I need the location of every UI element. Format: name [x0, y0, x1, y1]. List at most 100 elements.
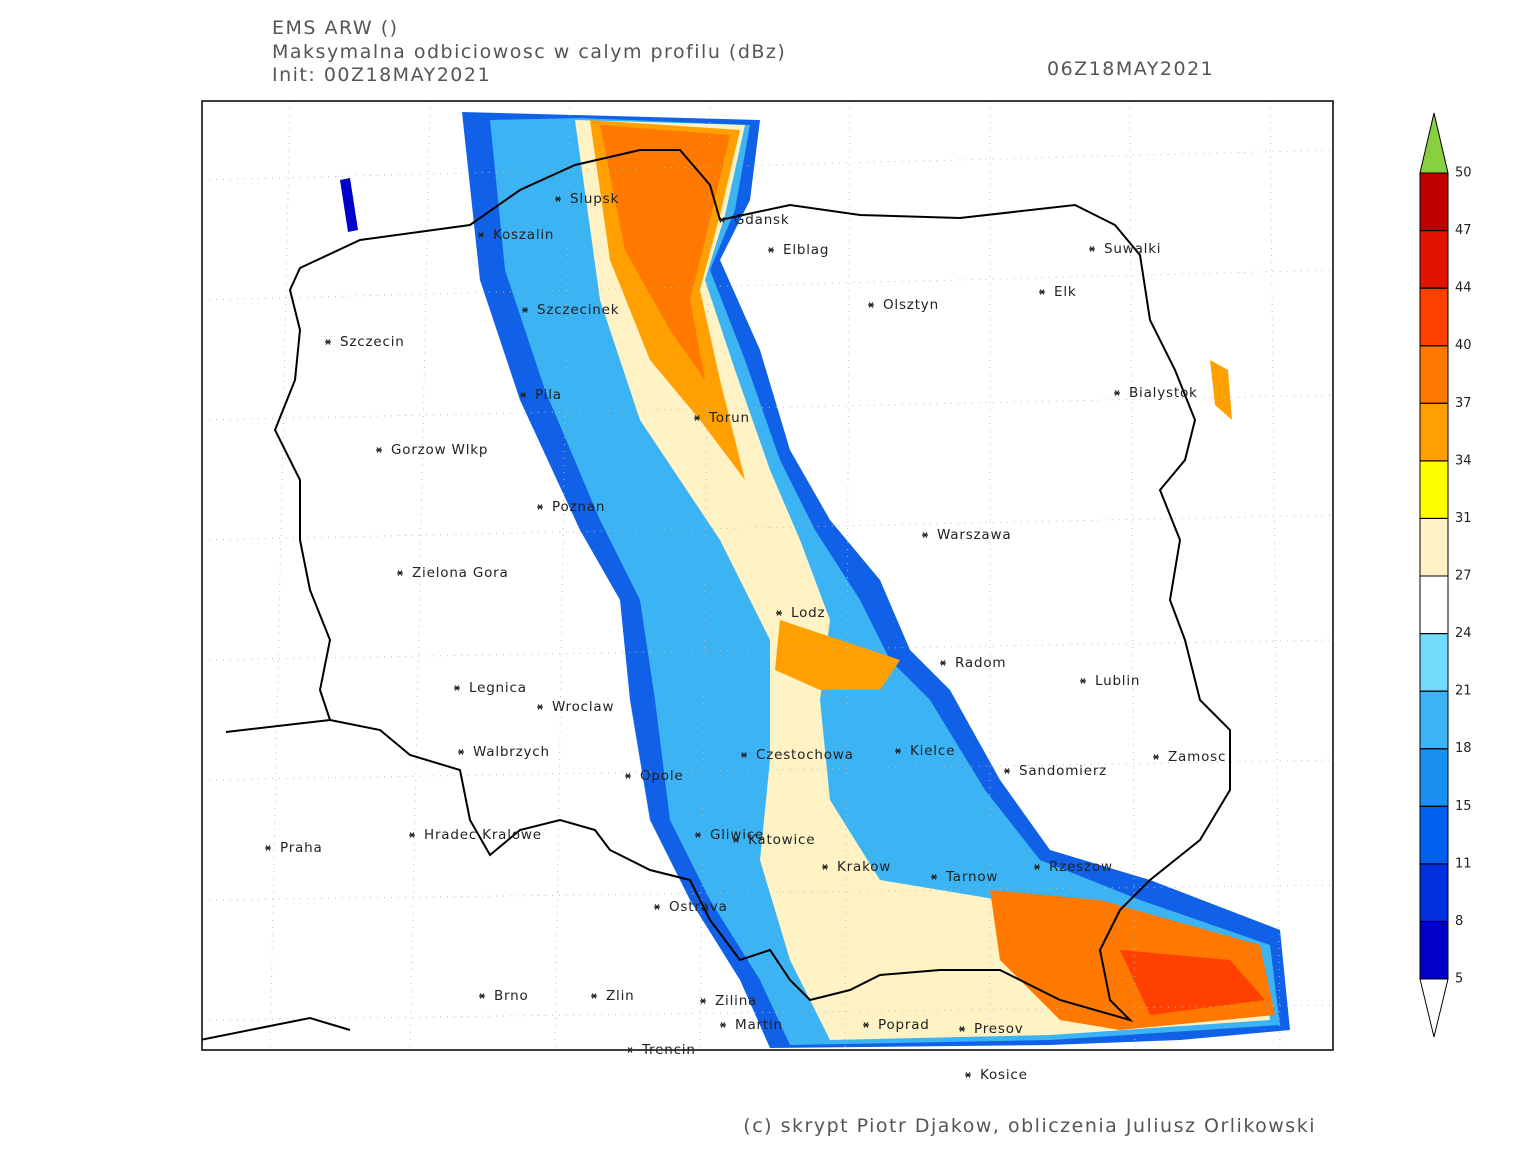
- color-box: [1419, 287, 1449, 347]
- city-marker: [694, 415, 700, 421]
- city-name: Tarnow: [945, 869, 998, 885]
- city: Elk: [1039, 284, 1076, 300]
- city-marker: [537, 504, 543, 510]
- city: Hradec Kralowe: [409, 827, 541, 843]
- city: Zielona Gora: [397, 565, 508, 581]
- city-marker: [458, 749, 464, 755]
- city-marker: [1089, 246, 1095, 252]
- city-name: Zilina: [715, 993, 757, 1009]
- city-name: Brno: [494, 988, 529, 1004]
- city: Elblag: [768, 242, 829, 258]
- city-name: Katowice: [748, 832, 815, 848]
- map: [202, 101, 1333, 1050]
- city: Brno: [479, 988, 529, 1004]
- city-name: Lublin: [1095, 673, 1140, 689]
- city-name: Warszawa: [937, 527, 1011, 543]
- city-marker: [895, 748, 901, 754]
- city-name: Elblag: [783, 242, 829, 258]
- under-triangle: [1419, 978, 1449, 1038]
- color-box: [1419, 517, 1449, 577]
- city-marker: [863, 1022, 869, 1028]
- city: Kosice: [965, 1067, 1027, 1083]
- city-marker: [555, 196, 561, 202]
- color-box: [1419, 920, 1449, 980]
- color-box: [1419, 633, 1449, 692]
- city-marker: [520, 392, 526, 398]
- city: Kielce: [895, 743, 954, 759]
- city-marker: [454, 685, 460, 691]
- city-marker: [965, 1072, 971, 1078]
- city-marker: [868, 302, 874, 308]
- city-name: Poprad: [878, 1017, 930, 1033]
- city-marker: [822, 864, 828, 870]
- city-name: Koszalin: [493, 227, 554, 243]
- city-marker: [397, 570, 403, 576]
- city-name: Gdansk: [734, 212, 790, 228]
- city-name: Martin: [735, 1017, 783, 1033]
- city: Gliwice: [695, 827, 764, 843]
- city-name: Ostrava: [669, 899, 728, 915]
- reflectivity: [340, 112, 1290, 1048]
- city-name: Szczecinek: [537, 302, 619, 318]
- city-name: Olsztyn: [883, 297, 939, 313]
- city-marker: [478, 232, 484, 238]
- city-name: Zamosc: [1168, 749, 1226, 765]
- color-box: [1419, 748, 1449, 807]
- city: Trencin: [627, 1042, 695, 1058]
- city-marker: [1034, 864, 1040, 870]
- over-triangle: [1419, 112, 1449, 174]
- level-label: 24: [1455, 626, 1472, 641]
- level-label: 8: [1455, 914, 1463, 929]
- level-label: 31: [1455, 511, 1472, 526]
- city-name: Opole: [640, 768, 684, 784]
- city-name: Czestochowa: [756, 747, 854, 763]
- model-name: EMS ARW (): [272, 17, 399, 39]
- city-name: Suwalki: [1104, 241, 1161, 257]
- city-name: Gliwice: [710, 827, 764, 843]
- level-label: 37: [1455, 396, 1472, 411]
- city-name: Gorzow Wlkp: [391, 442, 488, 458]
- valid-time: 06Z18MAY2021: [1047, 58, 1214, 80]
- level-label: 44: [1455, 281, 1472, 296]
- city-name: Praha: [280, 840, 323, 856]
- city: Bialystok: [1114, 385, 1198, 401]
- city-marker: [409, 832, 415, 838]
- level-label: 18: [1455, 741, 1472, 756]
- city-name: Pila: [535, 387, 562, 403]
- city-marker: [654, 904, 660, 910]
- level-label: 27: [1455, 569, 1472, 584]
- city: Lublin: [1080, 673, 1140, 689]
- city-marker: [591, 993, 597, 999]
- city-marker: [719, 217, 725, 223]
- level-label: 40: [1455, 338, 1472, 353]
- city-marker: [627, 1047, 633, 1053]
- city: Pila: [520, 387, 562, 403]
- city: Olsztyn: [868, 297, 939, 313]
- city: Walbrzych: [458, 744, 549, 760]
- color-box: [1419, 863, 1449, 922]
- colorbar: 5 8 11 15 18 21 24 27 31 34 37 40 44 47 50: [1419, 112, 1472, 1038]
- city-name: Radom: [955, 655, 1006, 671]
- city-marker: [768, 247, 774, 253]
- city-marker: [1114, 390, 1120, 396]
- city-marker: [625, 773, 631, 779]
- city: Opole: [625, 768, 684, 784]
- city: Ostrava: [654, 899, 728, 915]
- city-name: Zlin: [606, 988, 635, 1004]
- color-box: [1419, 172, 1449, 232]
- init-time: Init: 00Z18MAY2021: [272, 64, 491, 86]
- level-label: 34: [1455, 453, 1472, 468]
- city-name: Poznan: [552, 499, 605, 515]
- city-marker: [1153, 754, 1159, 760]
- city-marker: [1039, 289, 1045, 295]
- city-name: Bialystok: [1129, 385, 1198, 401]
- city-name: Wroclaw: [552, 699, 614, 715]
- map-frame: [201, 100, 1334, 1051]
- level-label: 11: [1455, 856, 1472, 871]
- city: Poprad: [863, 1017, 930, 1033]
- city: Szczecin: [325, 334, 404, 350]
- city: Gorzow Wlkp: [376, 442, 488, 458]
- city: Warszawa: [922, 527, 1011, 543]
- city: Czestochowa: [741, 747, 854, 763]
